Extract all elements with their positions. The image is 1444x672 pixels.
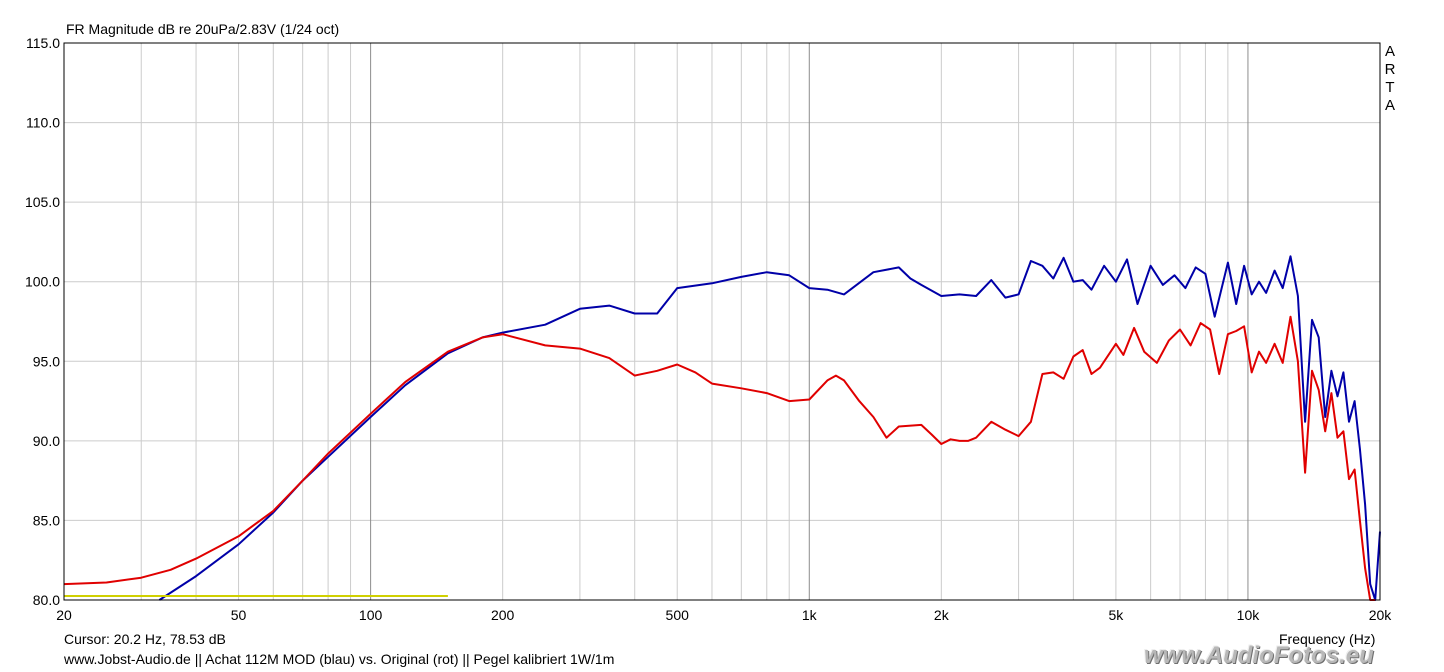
arta-letter: R bbox=[1384, 61, 1396, 78]
y-tick-label: 115.0 bbox=[26, 35, 60, 51]
y-tick-label: 100.0 bbox=[25, 274, 60, 290]
y-tick-label: 105.0 bbox=[25, 194, 60, 210]
minor-grid bbox=[64, 43, 1380, 600]
x-tick-label: 100 bbox=[359, 607, 383, 623]
x-tick-label: 500 bbox=[666, 607, 690, 623]
x-tick-label: 10k bbox=[1237, 607, 1261, 623]
watermark-logo: www.AudioFotos.eu bbox=[1144, 642, 1374, 669]
y-tick-label: 110.0 bbox=[26, 115, 60, 131]
series-line-1 bbox=[158, 255, 1381, 601]
y-tick-label: 85.0 bbox=[33, 512, 60, 528]
arta-letter: A bbox=[1384, 97, 1395, 114]
arta-letter: T bbox=[1385, 79, 1395, 96]
x-tick-labels: 20 50 100 200 500 1k 2k 5k 10k 20k bbox=[56, 607, 1392, 623]
y-tick-label: 95.0 bbox=[33, 353, 60, 369]
major-grid bbox=[370, 43, 1249, 600]
x-tick-label: 2k bbox=[934, 607, 950, 623]
footer-caption: www.Jobst-Audio.de || Achat 112M MOD (bl… bbox=[64, 651, 615, 667]
series-line-2 bbox=[63, 315, 1376, 601]
plot-frame bbox=[63, 42, 1381, 601]
x-tick-label: 50 bbox=[231, 607, 247, 623]
x-tick-label: 5k bbox=[1108, 607, 1124, 623]
chart-title: FR Magnitude dB re 20uPa/2.83V (1/24 oct… bbox=[66, 21, 340, 37]
y-tick-labels: 80.0 85.0 90.0 95.0 100.0 105.0 110.0 115.0 bbox=[25, 35, 60, 608]
y-tick-label: 80.0 bbox=[33, 592, 60, 608]
x-tick-label: 20 bbox=[56, 607, 72, 623]
series-layer bbox=[63, 255, 1381, 601]
x-tick-label: 200 bbox=[491, 607, 515, 623]
x-tick-label: 20k bbox=[1369, 607, 1393, 623]
x-axis-label: Frequency (Hz) bbox=[1279, 631, 1376, 647]
x-tick-label: 1k bbox=[802, 607, 818, 623]
cursor-readout: Cursor: 20.2 Hz, 78.53 dB bbox=[64, 631, 226, 647]
arta-logo: A R T A bbox=[1384, 43, 1396, 115]
arta-letter: A bbox=[1384, 43, 1395, 60]
y-tick-label: 90.0 bbox=[33, 433, 60, 449]
